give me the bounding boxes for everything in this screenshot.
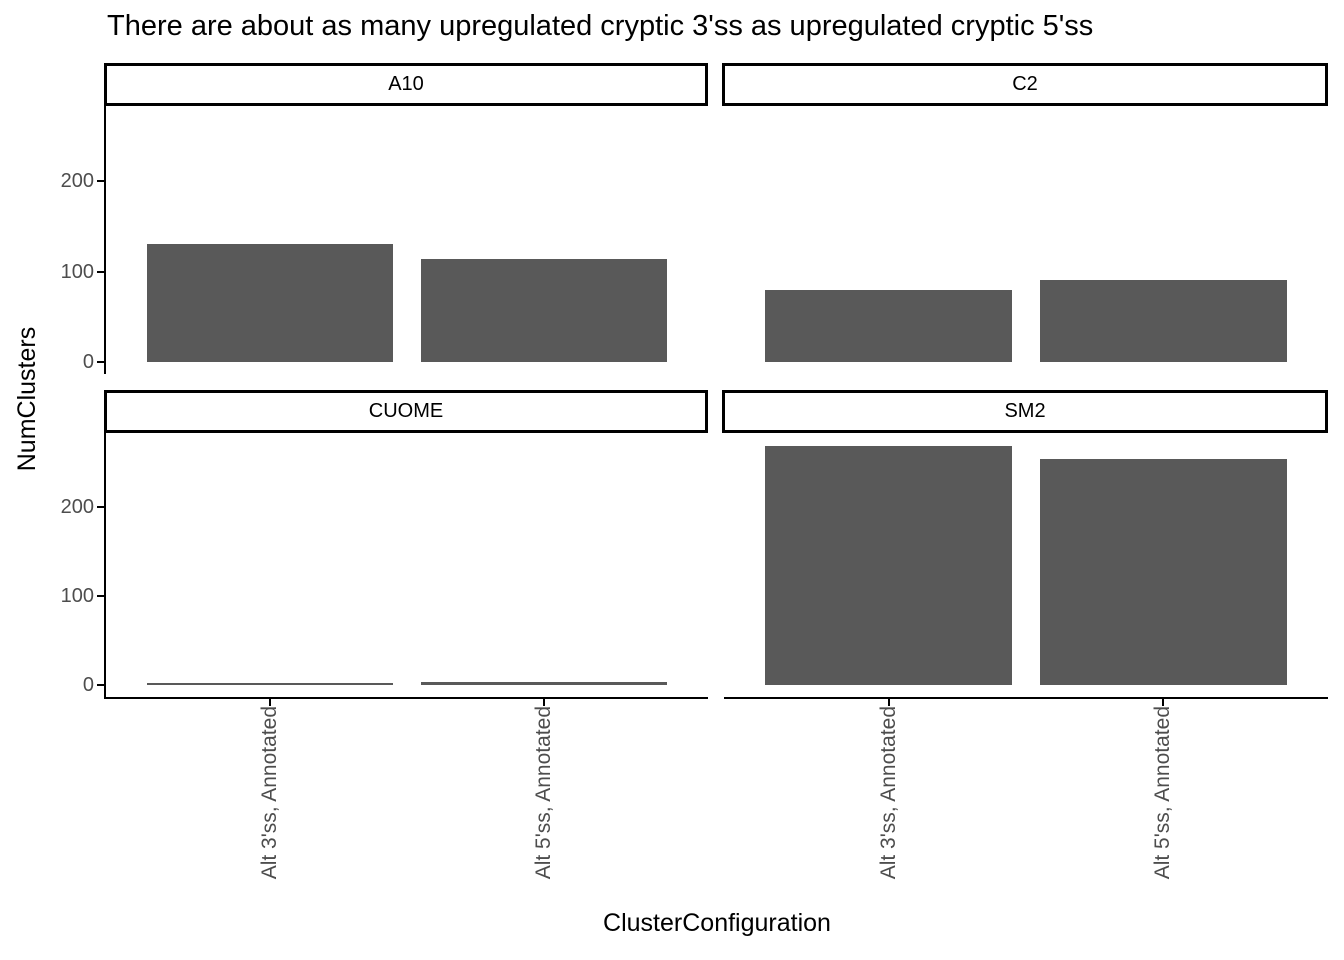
y-tick: [97, 505, 104, 508]
chart-title: There are about as many upregulated cryp…: [107, 10, 1094, 42]
facet-strip-c2: C2: [722, 63, 1328, 106]
facet-strip-label: CUOME: [368, 400, 444, 422]
facet-strip-cuome: CUOME: [104, 390, 708, 433]
facet-strip-label: A10: [388, 73, 424, 95]
y-tick: [97, 180, 104, 182]
x-tick: [269, 699, 272, 706]
y-tick-label: 200: [60, 170, 94, 192]
bar-sm2-1: [765, 446, 1012, 686]
facet-strip-label: C2: [1012, 73, 1038, 95]
x-tick-label: Alt 5'ss, Annotated: [531, 706, 555, 880]
y-tick: [97, 360, 104, 363]
bar-cuome-2: [421, 682, 667, 686]
x-axis-line: [724, 697, 1328, 699]
y-tick-label: 100: [60, 260, 94, 283]
x-tick: [887, 699, 890, 706]
bar-cuome-1: [147, 683, 393, 686]
facet-strip-sm2: SM2: [722, 390, 1328, 433]
y-tick-label: 200: [60, 495, 94, 518]
x-tick-label: Alt 5'ss, Annotated: [1151, 706, 1175, 880]
x-tick-label: Alt 3'ss, Annotated: [258, 706, 282, 880]
y-tick-label: 0: [82, 350, 94, 373]
y-tick: [97, 270, 104, 273]
y-tick: [97, 684, 104, 687]
bar-sm2-2: [1040, 458, 1287, 685]
y-tick-label: 100: [60, 585, 94, 607]
y-axis-line: [104, 106, 106, 374]
x-axis-line: [104, 697, 708, 699]
y-tick: [97, 595, 104, 597]
x-tick: [542, 699, 545, 706]
bar-a10-2: [421, 258, 667, 362]
y-tick-label: 0: [82, 674, 94, 697]
x-tick-label: Alt 3'ss, Annotated: [876, 706, 900, 880]
bar-a10-1: [147, 244, 393, 362]
y-axis-line: [104, 433, 106, 699]
bar-c2-2: [1040, 279, 1287, 362]
facet-strip-a10: A10: [104, 63, 708, 106]
x-axis-title: ClusterConfiguration: [603, 909, 831, 937]
facet-strip-label: SM2: [1004, 400, 1046, 422]
x-tick: [1162, 699, 1165, 706]
bar-c2-1: [765, 289, 1012, 362]
